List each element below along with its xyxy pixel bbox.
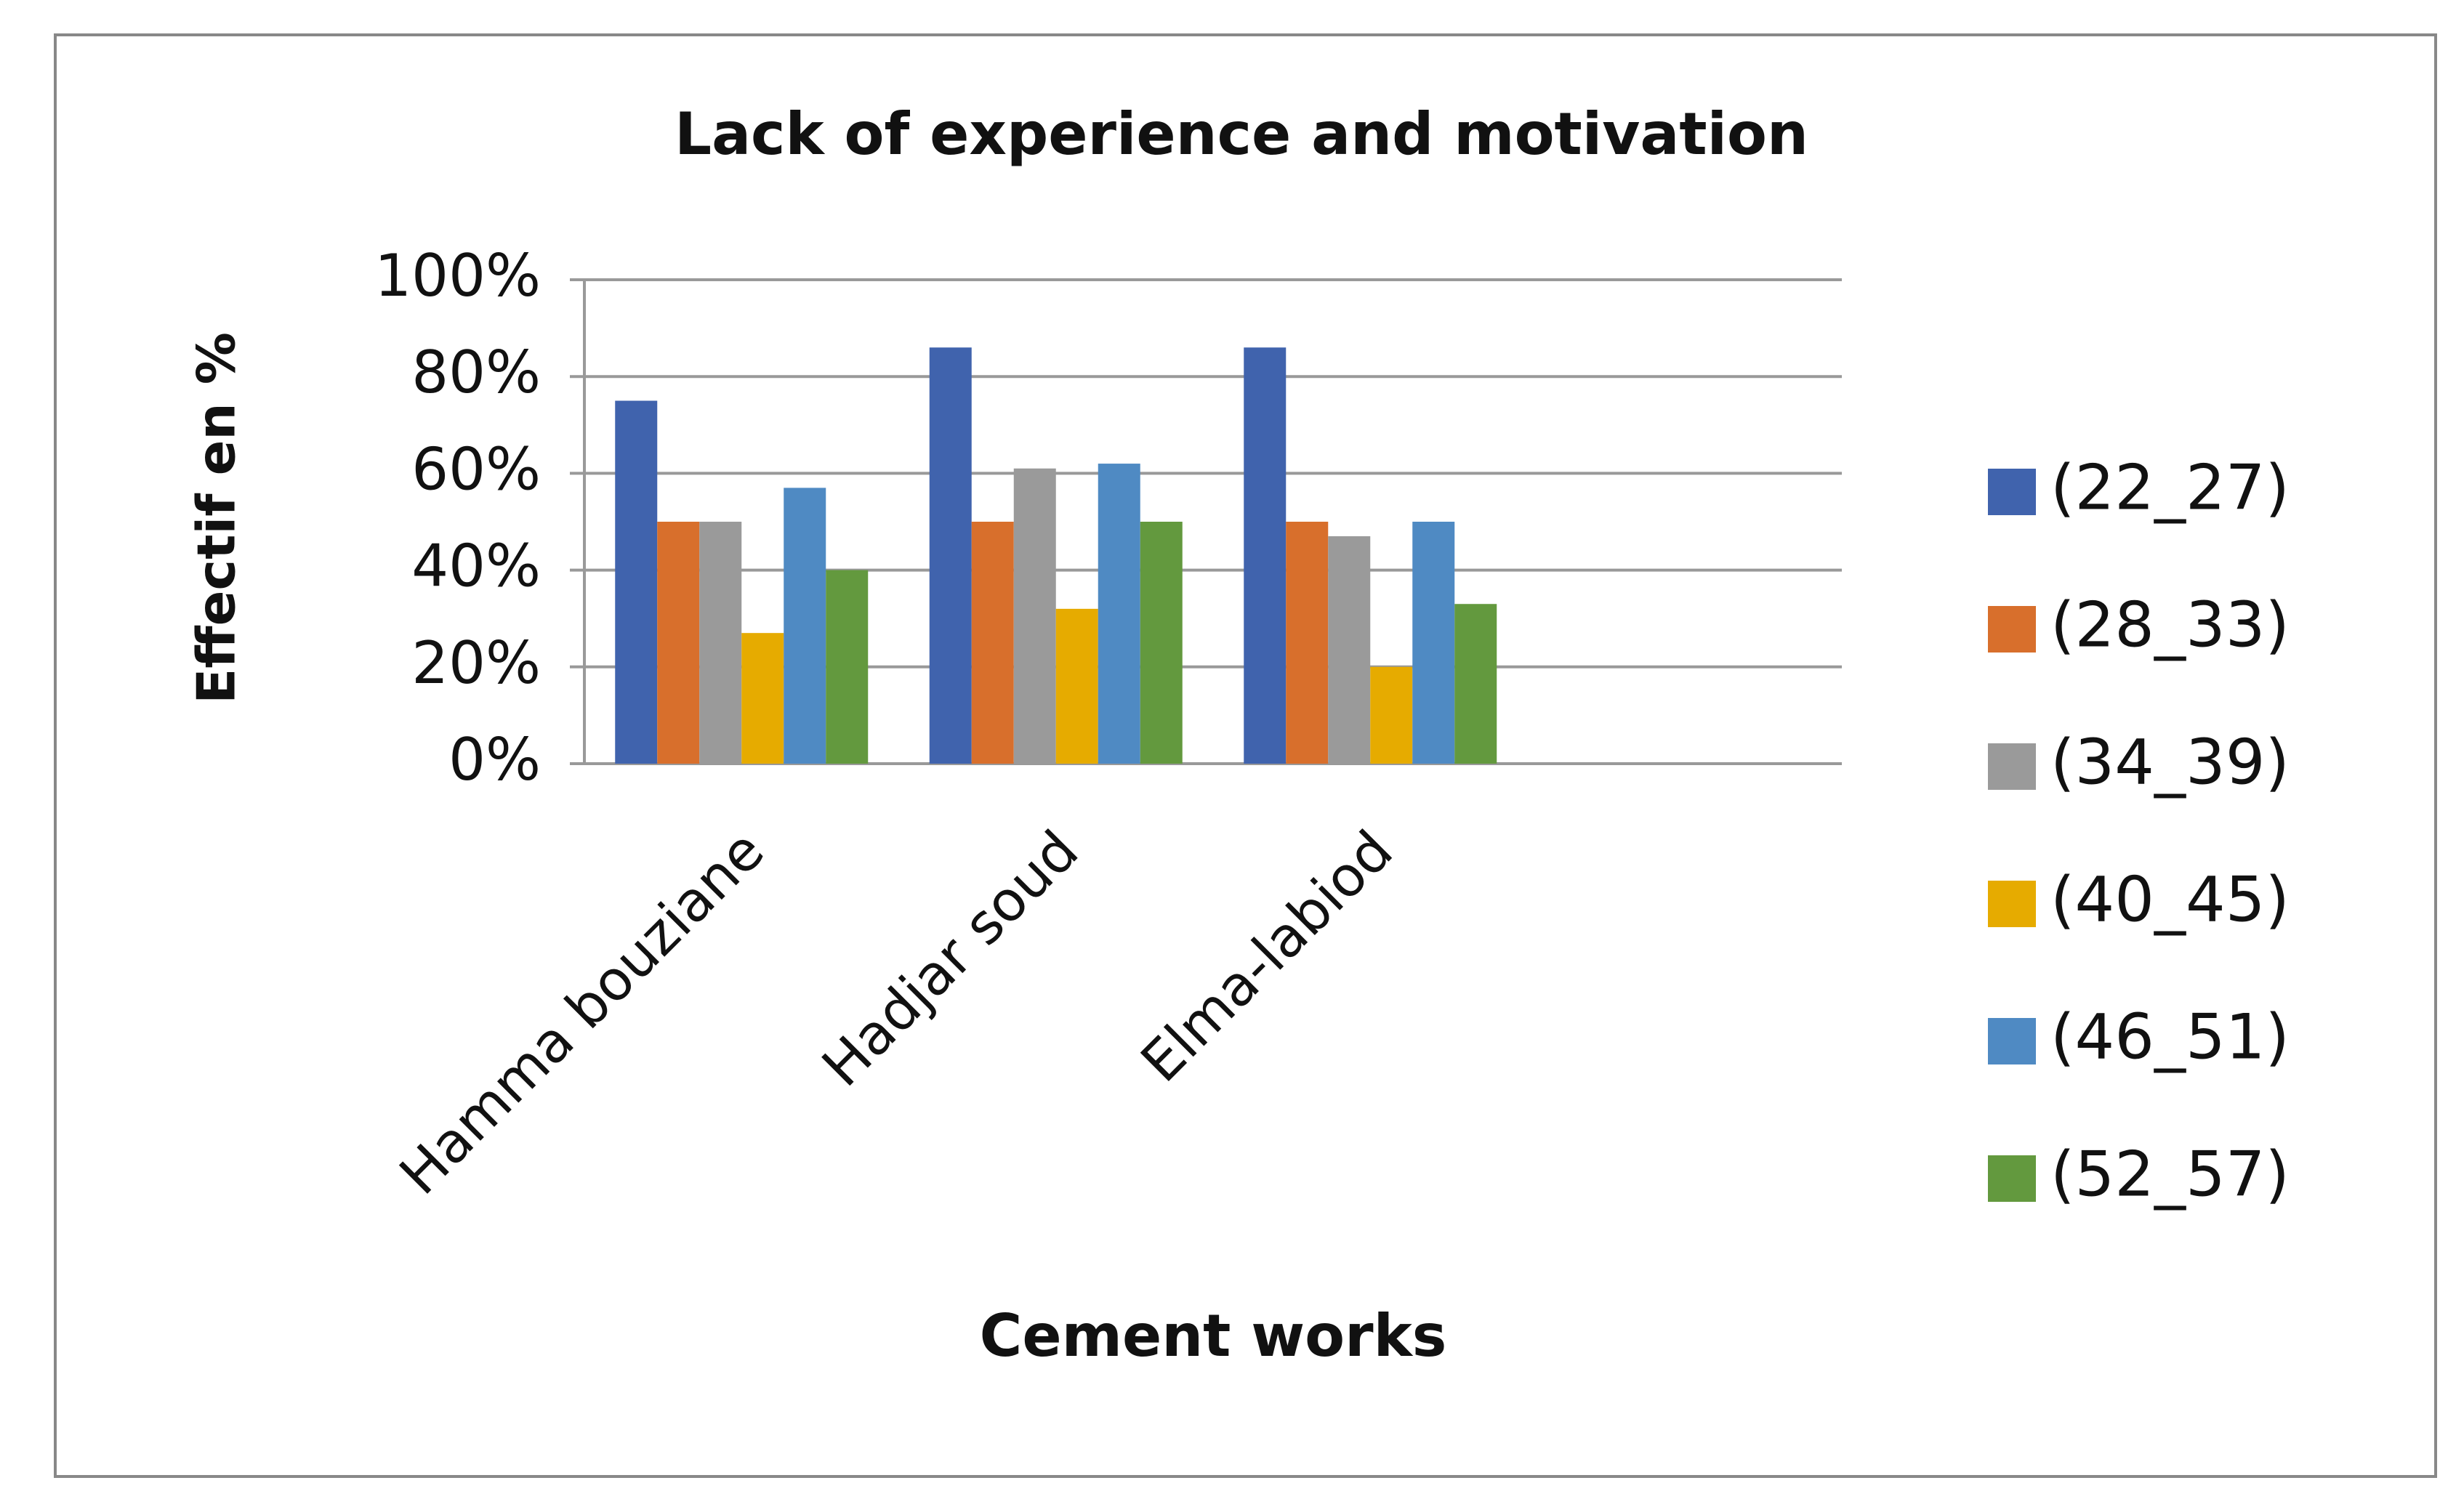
chart-title: Lack of experience and motivation [675, 100, 1808, 168]
bar [1286, 522, 1329, 764]
bar [971, 522, 1014, 764]
y-tick-label: 0% [448, 726, 541, 793]
legend-label: (52_57) [2050, 1138, 2290, 1211]
legend-label: (28_33) [2050, 589, 2290, 661]
bar [741, 633, 784, 764]
bar [1328, 536, 1371, 764]
legend-label: (40_45) [2050, 863, 2290, 936]
bar [826, 570, 869, 764]
legend-label: (46_51) [2050, 1001, 2290, 1073]
bar [1140, 522, 1183, 764]
y-tick-label: 40% [411, 533, 541, 600]
bar [699, 522, 742, 764]
bar [657, 522, 700, 764]
legend-label: (34_39) [2050, 726, 2290, 799]
y-tick-label: 100% [374, 242, 541, 310]
y-tick-label: 80% [411, 339, 541, 406]
bar [1370, 666, 1413, 764]
bar [929, 347, 972, 764]
bar [1013, 468, 1056, 764]
x-axis-title: Cement works [980, 1302, 1447, 1370]
y-tick-label: 20% [411, 629, 541, 697]
bar [1412, 522, 1455, 764]
y-tick-label: 60% [411, 435, 541, 503]
bar [784, 488, 826, 764]
bar [1454, 604, 1497, 764]
legend-swatch [1988, 881, 2036, 927]
legend-swatch [1988, 1155, 2036, 1202]
legend-swatch [1988, 1018, 2036, 1064]
bar [615, 400, 658, 764]
bar [1244, 347, 1287, 764]
bar [1098, 464, 1140, 764]
legend-label: (22_27) [2050, 451, 2290, 524]
legend-swatch [1988, 743, 2036, 790]
bar [1055, 608, 1098, 764]
legend-swatch [1988, 606, 2036, 653]
y-axis-title: Effectif en % [186, 332, 247, 704]
legend-swatch [1988, 469, 2036, 515]
